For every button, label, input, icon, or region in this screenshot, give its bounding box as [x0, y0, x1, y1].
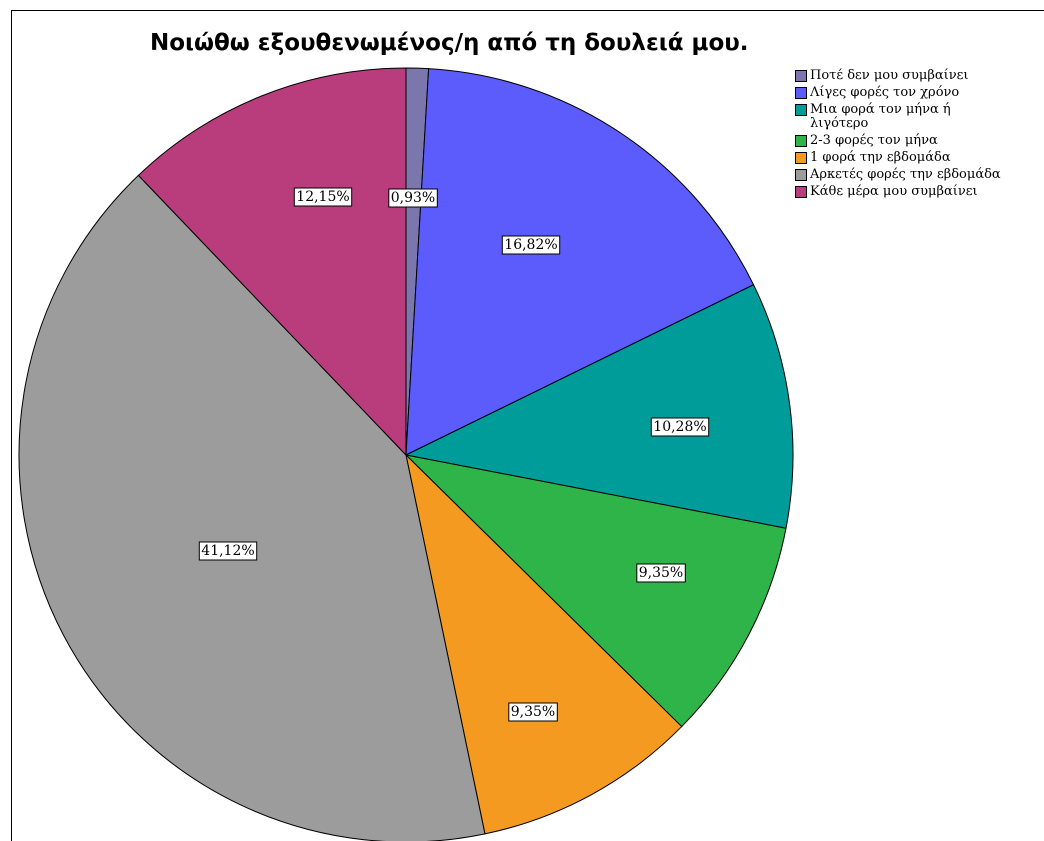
pie-slice — [404, 284, 794, 529]
legend-swatch — [795, 169, 807, 181]
slice-data-label: 16,82% — [501, 235, 561, 255]
legend-label-line: Λίγες φορές τον χρόνο — [810, 85, 960, 100]
slice-data-label-text: 9,35% — [639, 565, 683, 581]
pie-slice — [404, 454, 787, 728]
pie-data-labels: 0,93% 16,82% 10,28% 9,35% 9,35% 41,12% 12,15% — [198, 187, 710, 722]
legend-label-line: Μια φορά τον μήνα ή — [810, 102, 951, 117]
slice-data-label-text: 12,15% — [296, 189, 349, 205]
pie-slices — [18, 67, 794, 841]
legend-swatch — [795, 70, 807, 82]
legend: Ποτέ δεν μου συμβαίνει Λίγες φορές τον χρ… — [795, 69, 1040, 202]
slice-data-label-box — [636, 563, 686, 583]
legend-label: Ποτέ δεν μου συμβαίνει — [810, 69, 1040, 83]
slice-data-label-box — [198, 541, 258, 561]
legend-label: 1 φορά την εβδομάδα — [810, 151, 1040, 165]
chart-frame — [11, 10, 1044, 841]
legend-label: 2-3 φορές τον μήνα — [810, 134, 1040, 148]
slice-data-label-box — [508, 702, 558, 722]
slice-data-label-text: 16,82% — [504, 237, 557, 253]
legend-swatch — [795, 135, 807, 147]
legend-label: Μια φορά τον μήνα ή λιγότερο — [810, 103, 1040, 131]
pie-slice — [137, 67, 407, 457]
slice-data-label-box — [293, 187, 353, 207]
pie-slice — [18, 174, 486, 841]
legend-label: Λίγες φορές τον χρόνο — [810, 86, 1040, 100]
pie-slice — [405, 68, 755, 456]
slice-data-label: 10,28% — [650, 417, 710, 437]
slice-data-label: 12,15% — [293, 187, 353, 207]
slice-data-label-box — [501, 235, 561, 255]
slice-data-label-box — [388, 188, 438, 208]
legend-item: Αρκετές φορές την εβδομάδα — [795, 168, 1040, 182]
legend-item: Κάθε μέρα μου συμβαίνει — [795, 185, 1040, 199]
slice-data-label-text: 9,35% — [511, 704, 555, 720]
slice-data-label-box — [650, 417, 710, 437]
slice-data-label: 41,12% — [198, 541, 258, 561]
legend-item: 1 φορά την εβδομάδα — [795, 151, 1040, 165]
slice-data-label-text: 0,93% — [391, 190, 435, 206]
slice-data-label: 9,35% — [508, 702, 558, 722]
legend-swatch — [795, 87, 807, 99]
legend-label: Κάθε μέρα μου συμβαίνει — [810, 185, 1040, 199]
slice-data-label: 0,93% — [388, 188, 438, 208]
legend-label-line: 1 φορά την εβδομάδα — [810, 150, 951, 165]
legend-label-line: Κάθε μέρα μου συμβαίνει — [810, 184, 978, 199]
legend-label-line: λιγότερο — [810, 116, 869, 131]
legend-label: Αρκετές φορές την εβδομάδα — [810, 168, 1040, 182]
legend-swatch — [795, 104, 807, 116]
legend-swatch — [795, 186, 807, 198]
slice-data-label-text: 41,12% — [201, 543, 254, 559]
slice-data-label: 9,35% — [636, 563, 686, 583]
slice-data-label-text: 10,28% — [653, 419, 706, 435]
legend-label-line: Αρκετές φορές την εβδομάδα — [810, 167, 1001, 182]
legend-item: Λίγες φορές τον χρόνο — [795, 86, 1040, 100]
legend-item: 2-3 φορές τον μήνα — [795, 134, 1040, 148]
legend-label-line: 2-3 φορές τον μήνα — [810, 133, 938, 148]
legend-swatch — [795, 152, 807, 164]
pie-slice — [405, 453, 683, 835]
legend-label-line: Ποτέ δεν μου συμβαίνει — [810, 68, 969, 83]
legend-item: Ποτέ δεν μου συμβαίνει — [795, 69, 1040, 83]
legend-item: Μια φορά τον μήνα ή λιγότερο — [795, 103, 1040, 131]
chart-title: Νοιώθω εξουθενωμένος/η από τη δουλειά μο… — [150, 30, 749, 56]
